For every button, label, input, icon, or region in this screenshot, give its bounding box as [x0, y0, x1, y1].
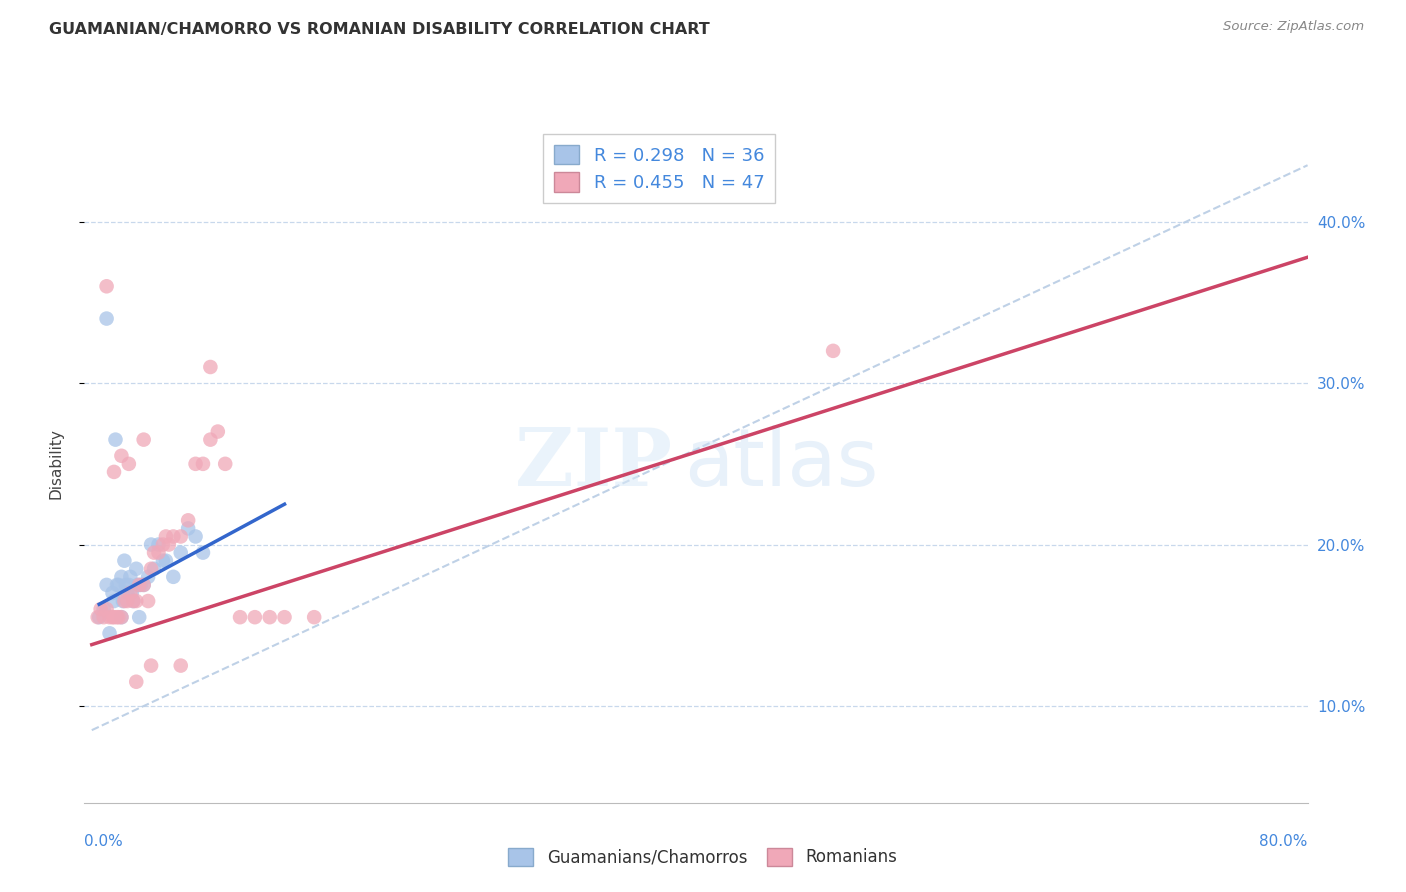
Point	[122, 594, 145, 608]
Point	[112, 554, 135, 568]
Text: Source: ZipAtlas.com: Source: ZipAtlas.com	[1223, 20, 1364, 33]
Text: 0.0%: 0.0%	[84, 834, 124, 849]
Point	[170, 529, 193, 543]
Point	[107, 578, 129, 592]
Point	[139, 658, 162, 673]
Point	[110, 610, 132, 624]
Text: GUAMANIAN/CHAMORRO VS ROMANIAN DISABILITY CORRELATION CHART: GUAMANIAN/CHAMORRO VS ROMANIAN DISABILIT…	[49, 22, 710, 37]
Point	[86, 610, 108, 624]
Point	[191, 457, 214, 471]
Point	[259, 610, 281, 624]
Point	[129, 578, 152, 592]
Point	[152, 537, 174, 551]
Point	[148, 537, 170, 551]
Point	[115, 578, 138, 592]
Point	[823, 343, 845, 358]
Point	[90, 602, 112, 616]
Point	[96, 578, 118, 592]
Point	[117, 594, 139, 608]
Point	[105, 610, 128, 624]
Point	[157, 537, 180, 551]
Point	[184, 457, 207, 471]
Point	[103, 610, 125, 624]
Point	[155, 554, 177, 568]
Point	[177, 521, 200, 535]
Point	[162, 529, 184, 543]
Point	[107, 610, 129, 624]
Point	[170, 658, 193, 673]
Point	[112, 594, 135, 608]
Point	[120, 586, 142, 600]
Point	[103, 465, 125, 479]
Point	[170, 546, 193, 560]
Point	[125, 674, 148, 689]
Point	[93, 602, 115, 616]
Point	[121, 586, 143, 600]
Point	[155, 529, 177, 543]
Point	[200, 359, 222, 374]
Legend: Guamanians/Chamorros, Romanians: Guamanians/Chamorros, Romanians	[501, 839, 905, 875]
Point	[139, 537, 162, 551]
Point	[118, 578, 141, 592]
Point	[128, 578, 150, 592]
Point	[136, 594, 159, 608]
Point	[207, 425, 229, 439]
Point	[302, 610, 325, 624]
Point	[214, 457, 236, 471]
Point	[136, 570, 159, 584]
Y-axis label: Disability: Disability	[49, 428, 63, 500]
Point	[120, 570, 142, 584]
Point	[105, 578, 128, 592]
Point	[117, 586, 139, 600]
Point	[143, 546, 166, 560]
Point	[273, 610, 295, 624]
Point	[243, 610, 266, 624]
Text: ZIP: ZIP	[515, 425, 672, 503]
Text: atlas: atlas	[683, 425, 879, 503]
Point	[122, 594, 145, 608]
Point	[162, 570, 184, 584]
Point	[184, 529, 207, 543]
Point	[110, 570, 132, 584]
Point	[128, 610, 150, 624]
Point	[132, 433, 155, 447]
Point	[98, 610, 121, 624]
Text: 80.0%: 80.0%	[1260, 834, 1308, 849]
Point	[152, 554, 174, 568]
Point	[110, 449, 132, 463]
Point	[104, 433, 127, 447]
Point	[127, 578, 149, 592]
Point	[96, 311, 118, 326]
Point	[98, 626, 121, 640]
Point	[177, 513, 200, 527]
Point	[93, 610, 115, 624]
Point	[101, 586, 124, 600]
Point	[125, 562, 148, 576]
Point	[96, 279, 118, 293]
Point	[89, 610, 111, 624]
Point	[111, 594, 134, 608]
Point	[229, 610, 252, 624]
Legend: R = 0.298   N = 36, R = 0.455   N = 47: R = 0.298 N = 36, R = 0.455 N = 47	[543, 134, 775, 202]
Point	[101, 610, 124, 624]
Point	[191, 546, 214, 560]
Point	[139, 562, 162, 576]
Point	[132, 578, 155, 592]
Point	[110, 610, 132, 624]
Point	[103, 594, 125, 608]
Point	[143, 562, 166, 576]
Point	[118, 457, 141, 471]
Point	[132, 578, 155, 592]
Point	[125, 594, 148, 608]
Point	[200, 433, 222, 447]
Point	[148, 546, 170, 560]
Point	[96, 602, 118, 616]
